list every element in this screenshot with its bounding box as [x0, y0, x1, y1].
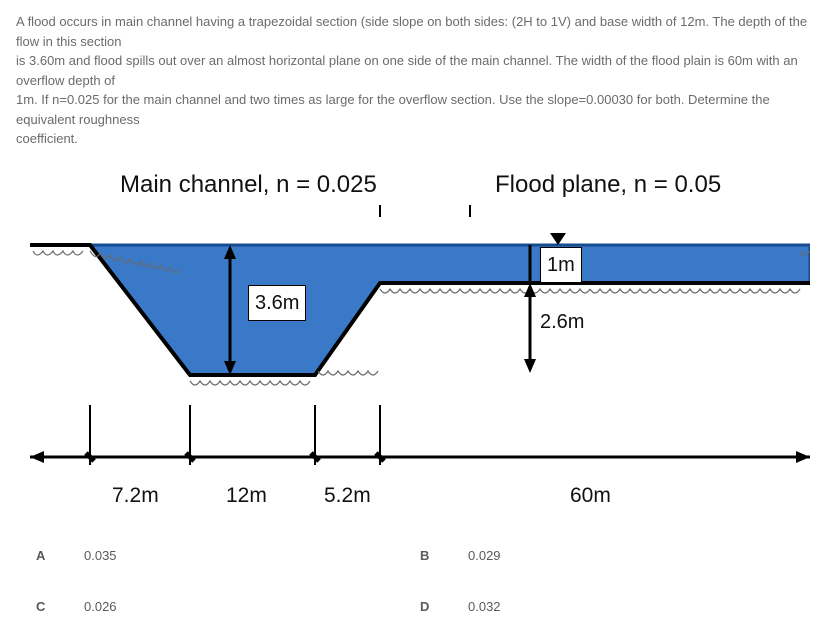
- dim-base: 12m: [226, 480, 267, 512]
- diagram-svg: [30, 205, 810, 485]
- depth-flood-label: 1m: [540, 247, 582, 283]
- problem-statement: A flood occurs in main channel having a …: [16, 12, 824, 149]
- answer-D[interactable]: D 0.032: [420, 597, 804, 617]
- answer-choices: A 0.035 B 0.029 C 0.026 D 0.032: [16, 542, 824, 617]
- answer-value: 0.035: [84, 546, 117, 566]
- main-channel-title: Main channel, n = 0.025: [120, 167, 377, 203]
- dim-flood-width: 60m: [570, 480, 611, 512]
- answer-value: 0.032: [468, 597, 501, 617]
- problem-line: 1m. If n=0.025 for the main channel and …: [16, 90, 824, 129]
- cross-section-diagram: Main channel, n = 0.025 Flood plane, n =…: [30, 167, 810, 512]
- problem-line: A flood occurs in main channel having a …: [16, 12, 824, 51]
- answer-B[interactable]: B 0.029: [420, 546, 804, 566]
- flood-plane-title: Flood plane, n = 0.05: [495, 167, 721, 203]
- answer-letter: C: [36, 597, 50, 617]
- dim-left-slope: 7.2m: [112, 480, 159, 512]
- depth-main-label: 3.6m: [248, 285, 306, 321]
- answer-C[interactable]: C 0.026: [36, 597, 420, 617]
- depth-overflow-label: 2.6m: [540, 307, 584, 337]
- answer-A[interactable]: A 0.035: [36, 546, 420, 566]
- problem-line: coefficient.: [16, 129, 824, 149]
- answer-letter: A: [36, 546, 50, 566]
- problem-line: is 3.60m and flood spills out over an al…: [16, 51, 824, 90]
- answer-letter: D: [420, 597, 434, 617]
- dim-right-slope: 5.2m: [324, 480, 371, 512]
- answer-value: 0.029: [468, 546, 501, 566]
- answer-value: 0.026: [84, 597, 117, 617]
- answer-letter: B: [420, 546, 434, 566]
